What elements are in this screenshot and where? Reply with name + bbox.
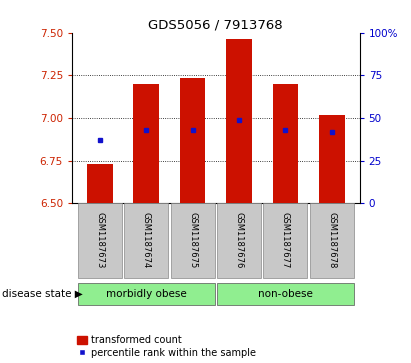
- Bar: [272, 84, 298, 203]
- Bar: [217, 203, 261, 278]
- Title: GDS5056 / 7913768: GDS5056 / 7913768: [148, 19, 283, 32]
- Bar: [124, 203, 168, 278]
- Bar: [263, 203, 307, 278]
- Text: non-obese: non-obese: [258, 289, 313, 299]
- Text: morbidly obese: morbidly obese: [106, 289, 187, 299]
- Text: GSM1187674: GSM1187674: [142, 212, 151, 269]
- Legend: transformed count, percentile rank within the sample: transformed count, percentile rank withi…: [77, 335, 256, 358]
- Text: GSM1187675: GSM1187675: [188, 212, 197, 269]
- Bar: [319, 115, 344, 203]
- Bar: [180, 78, 206, 203]
- Bar: [171, 203, 215, 278]
- Bar: [226, 39, 252, 203]
- Text: disease state ▶: disease state ▶: [2, 289, 83, 299]
- Bar: [78, 203, 122, 278]
- Bar: [78, 282, 215, 306]
- Text: GSM1187673: GSM1187673: [95, 212, 104, 269]
- Text: GSM1187676: GSM1187676: [235, 212, 243, 269]
- Text: GSM1187678: GSM1187678: [327, 212, 336, 269]
- Bar: [310, 203, 354, 278]
- Bar: [87, 164, 113, 203]
- Bar: [134, 84, 159, 203]
- Text: GSM1187677: GSM1187677: [281, 212, 290, 269]
- Bar: [217, 282, 354, 306]
